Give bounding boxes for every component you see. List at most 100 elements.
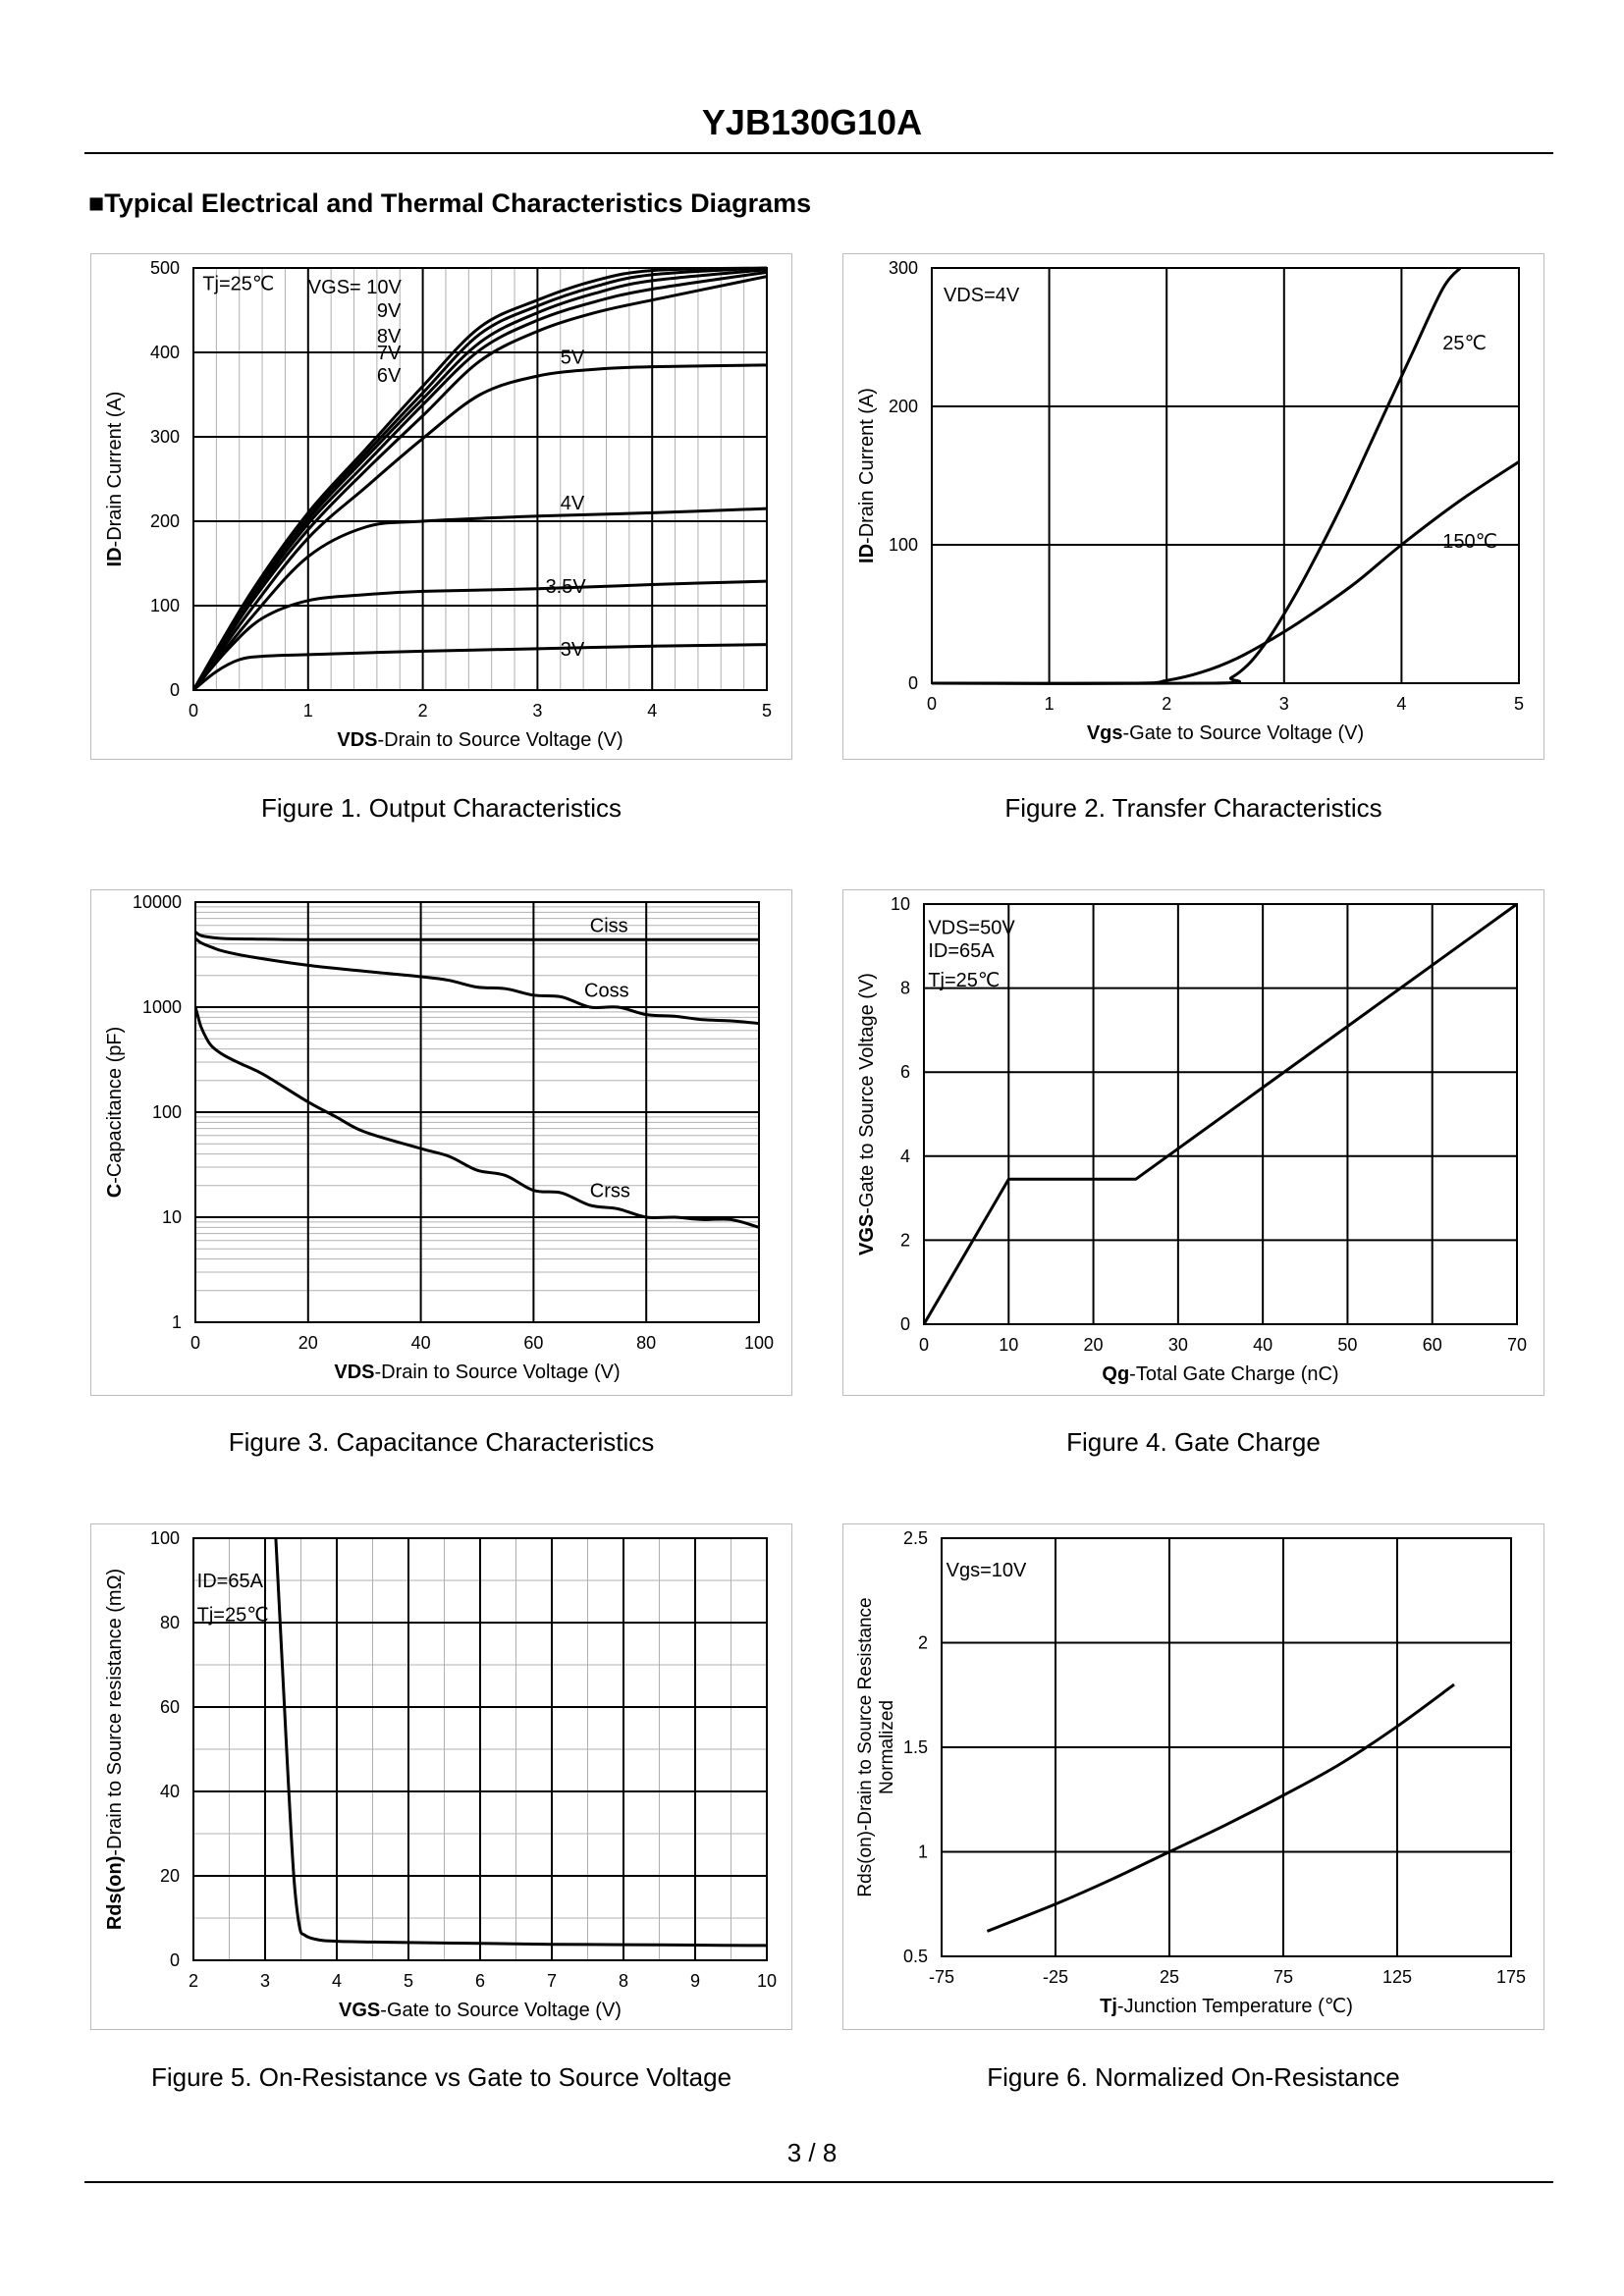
plot-frame [923,903,1518,1325]
series-line-7V [193,270,767,691]
section-title: ■Typical Electrical and Thermal Characte… [88,188,812,218]
fig2-series-group [932,266,1519,685]
series-line-Rds-on-norm [986,1682,1455,1933]
x-tick-label: 20 [1084,1335,1104,1355]
y-tick-label: 10 [162,1207,182,1227]
y-axis-title: C-Capacitance (pF) [104,1027,126,1199]
x-axis-title: Qg-Total Gate Charge (nC) [1102,1363,1338,1385]
y-tick-label: 10000 [133,892,182,912]
annotation-label: 25℃ [1442,333,1487,354]
y-tick-label: 0 [170,1950,180,1970]
y-tick-label: 4 [900,1147,910,1166]
x-tick-label: 0 [190,1333,200,1353]
y-tick-label: 400 [150,343,180,362]
x-tick-label: 20 [298,1333,318,1353]
y-tick-label: 100 [152,1102,182,1122]
y-tick-label: 6 [900,1062,910,1082]
footer-rule [84,2181,1553,2183]
x-tick-label: 0 [189,701,198,721]
x-axis-title-rest: -Gate to Source Voltage (V) [380,2000,622,2021]
annotation-label: Vgs=10V [947,1560,1027,1581]
x-tick-label: 75 [1273,1967,1293,1987]
x-tick-label: 3 [1279,694,1289,714]
annotation-label: ID=65A [928,940,995,962]
annotation-label: 3V [561,639,585,661]
y-tick-label: 80 [160,1613,180,1632]
chart-fig4-panel: 0 10 20 30 40 50 60 70 0 2 4 6 8 10 Qg-Total Gate Char… [842,889,1544,1396]
annotation-label: VGS= 10V [308,277,403,298]
y-axis-title-rest: -Drain Current (A) [856,388,878,544]
y-tick-label: 2.5 [903,1528,928,1548]
x-tick-label: 4 [1396,694,1406,714]
y-axis-title-rest: -Drain to Source resistance (mΩ) [104,1569,126,1856]
x-axis-title: VDS-Drain to Source Voltage (V) [334,1362,620,1383]
x-tick-label: 2 [1162,694,1171,714]
annotation-label: 9V [377,300,402,322]
series-line-10V [193,266,767,691]
x-tick-label: 8 [619,1971,628,1991]
annotation-label: Coss [584,981,629,1002]
y-tick-label: 200 [150,511,180,531]
y-tick-label: 1 [918,1842,928,1862]
x-tick-label: 7 [547,1971,557,1991]
series-line-5V [193,363,767,691]
x-axis-title-rest: -Gate to Source Voltage (V) [1123,722,1365,744]
x-tick-label: 9 [690,1971,700,1991]
x-tick-label: 25 [1160,1967,1179,1987]
y-tick-label: 60 [160,1697,180,1717]
x-tick-label: 4 [647,701,657,721]
x-tick-label: 125 [1382,1967,1412,1987]
chart-fig2: 0 1 2 3 4 5 0 100 200 300 Vgs-Gate to Source Volta… [856,258,1524,744]
series-line-Rds-on- [274,1537,767,1948]
figure-4-caption: Figure 4. Gate Charge [1066,1427,1321,1457]
x-axis-title-bold: VDS [334,1362,374,1383]
y-tick-label: 2 [900,1230,910,1250]
x-tick-label: 5 [762,701,772,721]
plot-frame [192,1537,768,1961]
y-axis-title-bold: C [104,1184,126,1198]
fig6-grid [941,1537,1512,1957]
x-axis-title: VGS-Gate to Source Voltage (V) [339,2000,622,2021]
x-axis-title-rest: -Drain to Source Voltage (V) [378,729,623,751]
x-tick-label: 1 [303,701,313,721]
series-line-4V [193,507,767,691]
x-axis-title: VDS-Drain to Source Voltage (V) [337,729,623,751]
y-axis-title-bold: ID [856,544,878,563]
x-tick-label: 3 [260,1971,270,1991]
x-tick-label: 60 [523,1333,543,1353]
x-tick-label: 5 [1514,694,1524,714]
x-tick-label: 40 [1253,1335,1272,1355]
x-tick-label: 60 [1423,1335,1442,1355]
x-tick-label: 50 [1337,1335,1357,1355]
annotation-label: Crss [590,1181,630,1202]
y-axis-title: VGS-Gate to Source Voltage (V) [856,973,878,1255]
chart-fig2-panel: 0 1 2 3 4 5 0 100 200 300 Vgs-Gate to Source Volta… [842,253,1544,760]
y-tick-label: 1000 [142,997,182,1017]
y-axis-title-rest: -Capacitance (pF) [104,1027,126,1184]
x-tick-label: 70 [1507,1335,1527,1355]
fig2-grid [931,267,1520,684]
page-number: 3 / 8 [786,2138,838,2167]
fig1-series-group [193,266,767,692]
y-axis-title-bold: Rds(on) [104,1856,126,1931]
figure-2-caption: Figure 2. Transfer Characteristics [1004,793,1382,823]
x-tick-label: 2 [418,701,428,721]
y-axis-title: ID-Drain Current (A) [856,388,878,563]
x-tick-label: 5 [404,1971,413,1991]
x-axis-title-rest: -Drain to Source Voltage (V) [375,1362,621,1383]
x-axis-title: Vgs-Gate to Source Voltage (V) [1087,722,1364,744]
chart-fig1: 0 1 2 3 4 5 0 100 200 300 400 500 VDS-Drain to Sourc… [104,258,772,751]
annotation-label: Tj=25℃ [202,273,274,294]
plot-frame [931,267,1520,684]
figure-1-caption: Figure 1. Output Characteristics [260,793,623,823]
annotation-label: 6V [377,365,402,387]
annotation-label: 7V [377,343,402,364]
y-axis-title-rest: -Drain Current (A) [104,392,126,548]
fig5-series-group [274,1537,767,1948]
y-tick-label: 0 [170,680,180,700]
figure-6-caption: Figure 6. Normalized On-Resistance [987,2062,1400,2092]
x-axis-title-bold: VGS [339,2000,380,2021]
annotation-label: Tj=25℃ [197,1604,269,1626]
y-tick-label: 2 [918,1633,928,1653]
